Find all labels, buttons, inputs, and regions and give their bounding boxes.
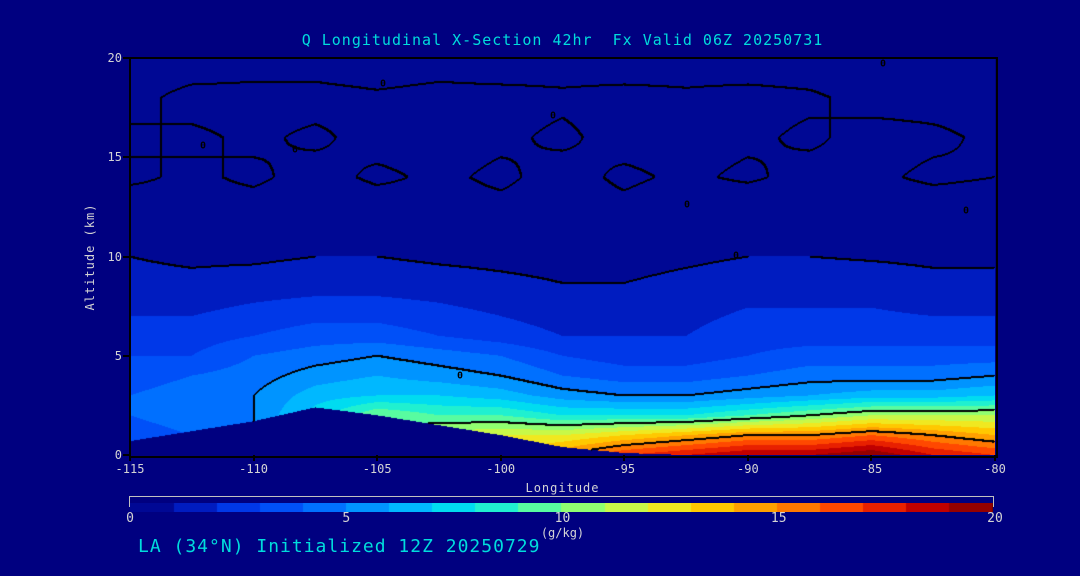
- y-axis-label: Altitude (km): [83, 203, 97, 311]
- x-tick-label: -110: [239, 462, 269, 476]
- x-tick-mark: [994, 455, 996, 461]
- zero-contour-label: 0: [379, 78, 387, 90]
- zero-contour-label: 0: [879, 58, 887, 70]
- x-tick-mark: [252, 455, 255, 461]
- zero-contour-label: 0: [549, 110, 557, 122]
- x-tick-label: -115: [115, 462, 145, 476]
- y-tick-mark: [123, 57, 129, 59]
- y-tick-label: 5: [114, 348, 122, 363]
- zero-contour-label: 0: [456, 370, 464, 382]
- x-tick-mark: [129, 455, 131, 461]
- zero-contour-label: 0: [732, 250, 740, 262]
- x-tick-label: -85: [860, 462, 883, 476]
- plot-title: Q Longitudinal X-Section 42hr Fx Valid 0…: [301, 31, 824, 49]
- colorbar-tick-label: 10: [554, 511, 571, 526]
- zero-contour-label: 0: [199, 140, 207, 152]
- colorbar: [129, 496, 994, 512]
- x-tick-label: -95: [613, 462, 636, 476]
- colorbar-tick-label: 15: [770, 511, 787, 526]
- y-tick-mark: [123, 156, 129, 159]
- x-tick-mark: [499, 455, 502, 461]
- y-tick-label: 0: [114, 448, 122, 462]
- x-tick-label: -105: [362, 462, 392, 476]
- x-tick-label: -90: [737, 462, 759, 476]
- y-tick-mark: [123, 354, 129, 357]
- y-tick-label: 15: [107, 150, 122, 165]
- x-axis-label: Longitude: [525, 481, 600, 495]
- init-info-label: LA (34°N) Initialized 12Z 20250729: [138, 536, 541, 557]
- colorbar-tick-label: 20: [987, 511, 1003, 526]
- y-tick-mark: [123, 454, 129, 456]
- x-tick-label: -100: [486, 462, 516, 476]
- colorbar-units-label: (g/kg): [540, 526, 585, 540]
- zero-contour-label: 0: [962, 205, 970, 217]
- colorbar-canvas: [130, 503, 993, 512]
- x-tick-mark: [870, 455, 873, 461]
- colorbar-tick-label: 0: [126, 511, 134, 526]
- x-tick-mark: [623, 455, 626, 461]
- colorbar-tick-label: 5: [342, 511, 351, 526]
- x-tick-label: -80: [984, 462, 1006, 476]
- xsection-plot-canvas: [130, 58, 995, 455]
- zero-contour-label: 0: [683, 199, 691, 211]
- y-tick-mark: [123, 255, 129, 258]
- zero-contour-label: 0: [291, 144, 299, 156]
- x-tick-mark: [746, 455, 749, 461]
- x-tick-mark: [376, 455, 379, 461]
- y-tick-label: 10: [107, 249, 122, 264]
- y-tick-label: 20: [107, 51, 122, 65]
